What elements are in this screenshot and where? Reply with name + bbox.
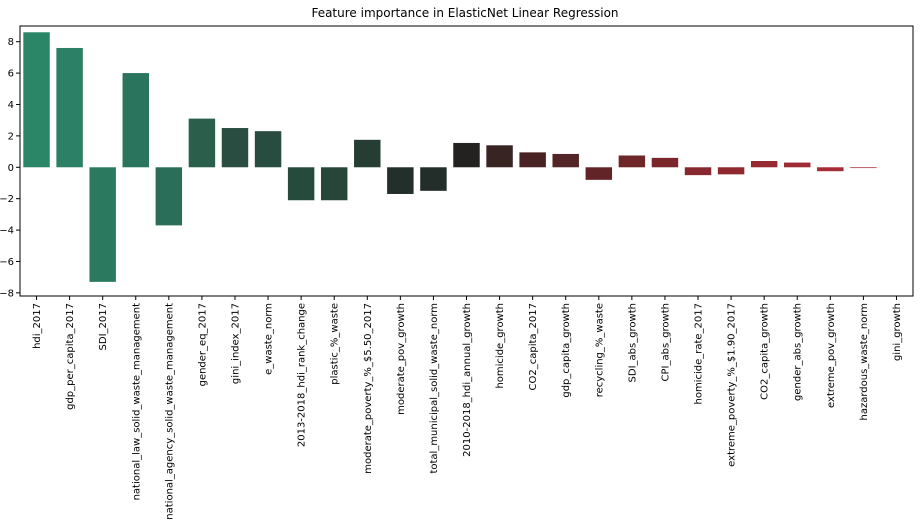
x-tick-label: gini_growth [892,303,903,361]
bar-gdp_per_capita_2017 [56,47,83,168]
y-tick-label: 8 [8,37,14,48]
axes-group: hdi_2017 gdp_per_capita_2017 SDI_2017 natio… [0,37,903,520]
bar-moderate_pov_growth [387,167,414,194]
bar-moderate_poverty_%_$5.50_2017 [354,139,381,168]
bar-plastic_%_waste [320,167,348,201]
bar-gdp_capita_growth [552,153,579,168]
x-tick-label: e_waste_norm [264,303,275,375]
y-tick-label: −8 [0,288,14,299]
bar-gender_eq_2017 [188,118,216,168]
x-tick-label: gender_eq_2017 [197,303,208,386]
y-tick-label: 4 [8,100,14,111]
bar-recycling_%_waste [585,167,613,180]
x-tick-label: CO2_capita_2017 [528,303,539,390]
x-tick-label: homicide_growth [495,303,506,389]
x-tick-label: SDI_2017 [98,303,109,350]
bar-SDI_2017 [89,167,116,282]
bar-homicide_rate_2017 [684,167,712,176]
bar-gini_index_2017 [221,128,249,168]
x-tick-label: plastic_%_waste [330,303,341,385]
x-tick-label: 2013-2018_hdi_rank_change [297,303,308,447]
bar-hdi_2017 [23,32,50,168]
bar-national_law_solid_waste_management [122,73,149,168]
y-tick-label: 6 [8,69,14,80]
x-tick-label: CO2_capita_growth [760,303,771,400]
bar-SDI_abs_growth [618,155,646,168]
chart-title: Feature importance in ElasticNet Linear … [311,6,618,20]
x-tick-label: gender_abs_growth [793,303,804,401]
y-tick-label: 0 [8,163,14,174]
y-tick-label: −4 [0,226,14,237]
x-tick-label: extreme_pov_growth [826,303,837,408]
bar-CPI_abs_growth [651,157,679,168]
x-tick-label: gdp_capita_growth [561,303,572,398]
y-tick-label: −2 [0,194,14,205]
plot-frame [19,25,914,297]
bar-2013-2018_hdi_rank_change [287,167,315,201]
bar-CO2_capita_2017 [519,152,546,168]
x-tick-label: national_agency_solid_waste_management [164,303,175,520]
x-tick-label: hdi_2017 [32,303,43,349]
bar-extreme_poverty_%_$1.90_2017 [717,167,745,175]
x-tick-label: moderate_poverty_%_$5.50_2017 [363,303,374,474]
x-tick-label: moderate_pov_growth [396,303,407,415]
x-tick-label: CPI_abs_growth [660,303,671,381]
bar-e_waste_norm [254,131,282,168]
bar-gender_abs_growth [784,162,811,168]
bar-homicide_growth [486,145,513,168]
x-tick-label: total_municipal_solid_waste_norm [429,303,440,474]
bar-2010-2018_hdi_annual_growth [453,142,480,168]
bars-group [23,32,877,282]
bar-extreme_pov_growth [817,167,844,172]
bar-national_agency_solid_waste_management [155,167,183,226]
y-tick-label: 2 [8,131,14,142]
x-tick-label: hazardous_waste_norm [859,303,870,421]
x-tick-label: 2010-2018_hdi_annual_growth [462,303,473,457]
bar-total_municipal_solid_waste_norm [420,167,447,191]
x-tick-label: gini_index_2017 [230,303,241,384]
x-tick-label: extreme_poverty_%_$1.90_2017 [727,303,738,467]
x-tick-label: SDI_abs_growth [627,303,638,382]
x-tick-label: gdp_per_capita_2017 [65,303,76,410]
bar-CO2_capita_growth [750,161,778,168]
x-tick-label: homicide_rate_2017 [694,303,705,405]
y-tick-label: −6 [0,257,14,268]
x-tick-label: national_law_solid_waste_management [131,303,142,501]
x-tick-label: recycling_%_waste [594,303,605,397]
bar-hazardous_waste_norm [850,167,877,169]
